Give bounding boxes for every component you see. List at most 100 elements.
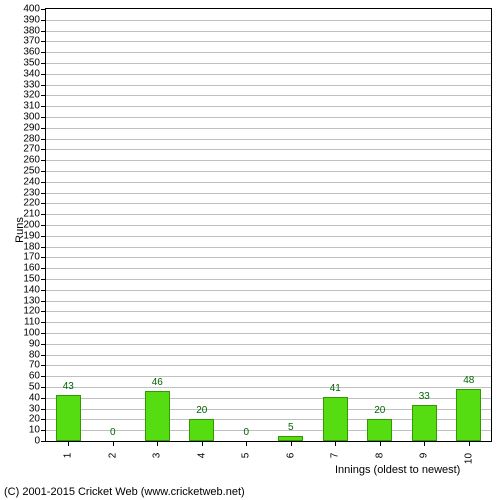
x-tick-label: 6 [285,453,296,459]
bar [367,419,392,441]
copyright-text: (C) 2001-2015 Cricket Web (www.cricketwe… [4,486,245,498]
y-tick-label: 130 [23,295,40,306]
gridline [46,268,491,269]
y-tick [41,9,46,10]
y-tick [41,63,46,64]
y-tick [41,355,46,356]
bar [189,419,214,441]
y-tick-label: 310 [23,101,40,112]
bar-value-label: 20 [196,405,207,416]
bar-value-label: 46 [152,377,163,388]
gridline [46,247,491,248]
gridline [46,20,491,21]
x-tick [335,441,336,446]
gridline [46,139,491,140]
y-tick [41,301,46,302]
y-tick [41,31,46,32]
gridline [46,171,491,172]
gridline [46,31,491,32]
gridline [46,333,491,334]
gridline [46,311,491,312]
gridline [46,344,491,345]
bar-value-label: 5 [288,422,294,433]
y-tick-label: 230 [23,187,40,198]
gridline [46,63,491,64]
y-tick [41,430,46,431]
y-tick [41,117,46,118]
x-tick-label: 5 [241,453,252,459]
y-tick-label: 60 [29,371,40,382]
gridline [46,117,491,118]
gridline [46,355,491,356]
gridline [46,95,491,96]
y-tick-label: 390 [23,14,40,25]
y-tick-label: 290 [23,122,40,133]
y-tick [41,52,46,53]
y-tick-label: 0 [34,436,40,447]
bar [456,389,481,441]
gridline [46,52,491,53]
y-tick [41,106,46,107]
plot-area: 0102030405060708090100110120130140150160… [45,8,492,442]
gridline [46,301,491,302]
y-tick-label: 70 [29,360,40,371]
x-tick-label: 1 [63,453,74,459]
y-tick-label: 110 [24,317,40,328]
bar-value-label: 20 [374,405,385,416]
y-tick-label: 380 [23,25,40,36]
y-tick [41,322,46,323]
y-tick [41,225,46,226]
y-tick [41,441,46,442]
y-tick [41,365,46,366]
y-tick-label: 30 [29,403,40,414]
gridline [46,290,491,291]
x-axis-label: Innings (oldest to newest) [335,464,460,476]
y-tick-label: 340 [23,68,40,79]
y-tick-label: 220 [23,198,40,209]
y-tick-label: 100 [23,328,40,339]
y-tick-label: 90 [29,338,40,349]
y-tick [41,279,46,280]
bar-value-label: 0 [243,427,249,438]
y-tick [41,344,46,345]
x-tick [424,441,425,446]
gridline [46,193,491,194]
gridline [46,203,491,204]
gridline [46,387,491,388]
gridline [46,106,491,107]
bar [145,391,170,441]
y-tick-label: 360 [23,47,40,58]
y-tick-label: 170 [23,252,40,263]
gridline [46,376,491,377]
y-tick [41,398,46,399]
chart-container: 0102030405060708090100110120130140150160… [0,0,500,500]
bar-value-label: 48 [463,375,474,386]
x-tick [68,441,69,446]
bar-value-label: 41 [330,383,341,394]
y-tick [41,203,46,204]
y-tick [41,419,46,420]
gridline [46,128,491,129]
gridline [46,225,491,226]
y-tick [41,268,46,269]
y-tick-label: 350 [23,58,40,69]
x-tick [202,441,203,446]
y-tick [41,85,46,86]
gridline [46,160,491,161]
x-tick [246,441,247,446]
y-tick-label: 400 [23,4,40,15]
y-tick [41,333,46,334]
y-tick-label: 240 [23,176,40,187]
bar-value-label: 0 [110,427,116,438]
gridline [46,365,491,366]
y-tick-label: 20 [29,414,40,425]
y-tick-label: 250 [23,166,40,177]
y-tick-label: 150 [23,274,40,285]
x-tick-label: 10 [463,453,474,464]
y-tick [41,257,46,258]
y-tick-label: 80 [29,349,40,360]
bar [412,405,437,441]
y-tick [41,41,46,42]
y-tick-label: 50 [29,382,40,393]
x-tick [469,441,470,446]
